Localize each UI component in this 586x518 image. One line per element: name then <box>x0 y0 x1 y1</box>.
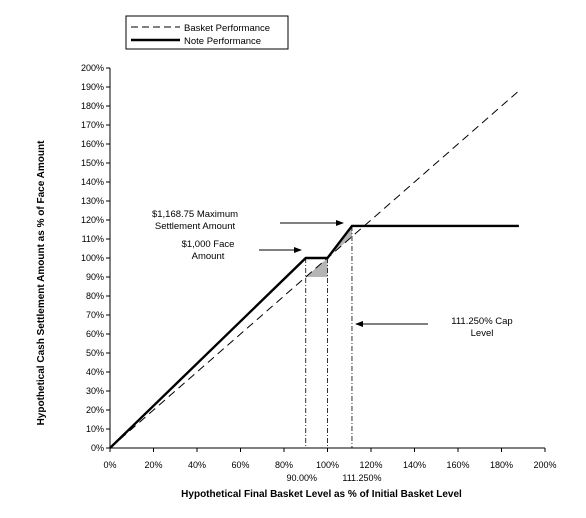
y-axis-title: Hypothetical Cash Settlement Amount as %… <box>36 140 47 426</box>
y-tick-label: 90% <box>86 272 104 282</box>
y-tick-label: 170% <box>81 120 104 130</box>
face-amount-annotation-line1: $1,000 Face <box>182 239 235 250</box>
x-tick-label: 60% <box>231 460 249 470</box>
y-tick-label: 40% <box>86 367 104 377</box>
y-tick-label: 140% <box>81 177 104 187</box>
y-tick-label: 150% <box>81 158 104 168</box>
y-tick-label: 200% <box>81 63 104 73</box>
cap-level-annotation-line1: 111.250% Cap <box>451 316 512 327</box>
y-tick-label: 100% <box>81 253 104 263</box>
face-amount-annotation-line2: Amount <box>192 251 225 262</box>
x-sub-tick-label: 111.250% <box>342 473 381 483</box>
x-tick-label: 160% <box>446 460 469 470</box>
y-tick-label: 110% <box>82 234 104 244</box>
y-tick-label: 20% <box>86 405 104 415</box>
x-axis-title: Hypothetical Final Basket Level as % of … <box>181 489 462 500</box>
x-tick-label: 200% <box>533 460 556 470</box>
y-tick-label: 180% <box>81 101 104 111</box>
x-tick-label: 120% <box>359 460 382 470</box>
y-tick-label: 30% <box>86 386 104 396</box>
y-tick-label: 70% <box>86 310 104 320</box>
legend-note-label: Note Performance <box>184 36 261 47</box>
x-tick-label: 40% <box>188 460 206 470</box>
cap-level-annotation-line2: Level <box>471 328 494 339</box>
x-tick-label: 20% <box>144 460 162 470</box>
x-tick-label: 180% <box>490 460 513 470</box>
note-performance-line <box>109 224 519 449</box>
x-tick-label: 80% <box>275 460 293 470</box>
x-tick-label: 140% <box>403 460 426 470</box>
y-tick-label: 120% <box>81 215 104 225</box>
x-sub-tick-label: 90.00% <box>286 473 317 483</box>
x-tick-label: 100% <box>316 460 339 470</box>
y-tick-label: 10% <box>86 424 104 434</box>
y-tick-label: 50% <box>86 348 104 358</box>
max-settlement-annotation-line2: Settlement Amount <box>155 221 236 232</box>
y-tick-label: 130% <box>81 196 104 206</box>
y-tick-label: 0% <box>91 443 104 453</box>
legend-basket-label: Basket Performance <box>184 23 270 34</box>
y-tick-label: 60% <box>86 329 104 339</box>
max-settlement-annotation-line1: $1,168.75 Maximum <box>152 209 238 220</box>
legend-box <box>125 15 289 50</box>
y-tick-label: 80% <box>86 291 104 301</box>
x-tick-label: 0% <box>103 460 116 470</box>
y-tick-label: 190% <box>81 82 104 92</box>
y-tick-label: 160% <box>81 139 104 149</box>
